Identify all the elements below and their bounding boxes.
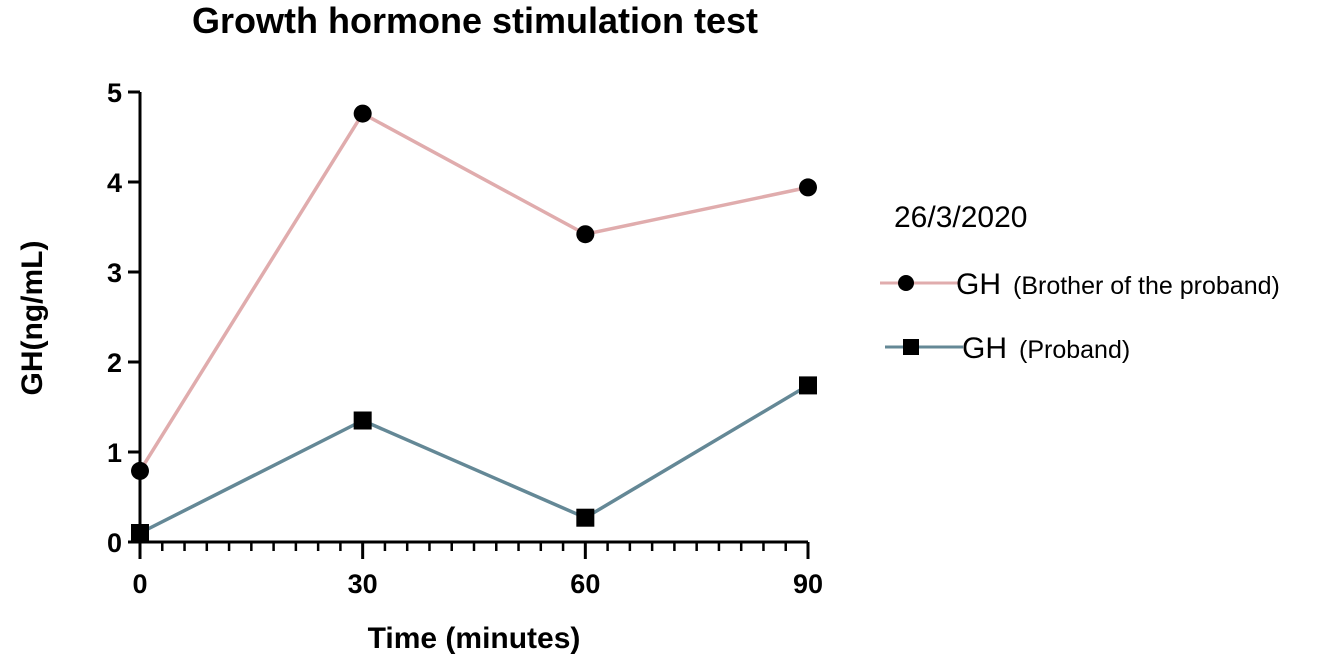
data-point-square [799, 376, 817, 395]
data-point-circle [799, 178, 817, 197]
legend-item-brother: GH (Brother of the proband) [956, 268, 1280, 301]
series-line-1 [139, 383, 809, 535]
y-tick-label: 1 [107, 438, 122, 468]
series-group [131, 104, 817, 542]
data-point-circle [353, 104, 372, 123]
chart-title: Growth hormone stimulation test [192, 0, 758, 41]
y-tick-label: 2 [107, 348, 122, 378]
legend-marker-brother [898, 275, 914, 291]
x-tick-label: 60 [570, 569, 600, 599]
x-tick-label: 0 [132, 569, 147, 599]
x-tick-label: 30 [348, 569, 378, 599]
data-point-circle [576, 225, 595, 244]
y-tick-label: 3 [107, 258, 122, 288]
legend-brother-desc: (Brother of the proband) [1013, 272, 1280, 300]
data-point-square [131, 524, 149, 542]
y-tick-label: 5 [107, 78, 122, 108]
data-point-circle [131, 461, 149, 480]
legend-marker-proband [903, 339, 919, 355]
legend-item-proband: GH (Proband) [962, 332, 1130, 365]
x-axis-label: Time (minutes) [368, 622, 581, 655]
y-tick-label: 0 [107, 528, 122, 558]
axes: 0 1 2 3 4 5 0 30 60 90 [107, 78, 823, 599]
x-tick-label: 90 [793, 569, 823, 599]
series-line-0 [138, 111, 809, 472]
legend-proband-desc: (Proband) [1019, 336, 1130, 364]
legend-brother-gh: GH [956, 268, 1001, 301]
y-axis-label: GH(ng/mL) [16, 241, 49, 396]
legend-title: 26/3/2020 [894, 201, 1027, 234]
data-point-square [576, 508, 595, 527]
data-point-square [353, 411, 372, 430]
legend: 26/3/2020 GH (Brother of the proband) GH… [880, 201, 1280, 365]
legend-proband-gh: GH [962, 332, 1007, 365]
y-tick-label: 4 [107, 168, 122, 198]
